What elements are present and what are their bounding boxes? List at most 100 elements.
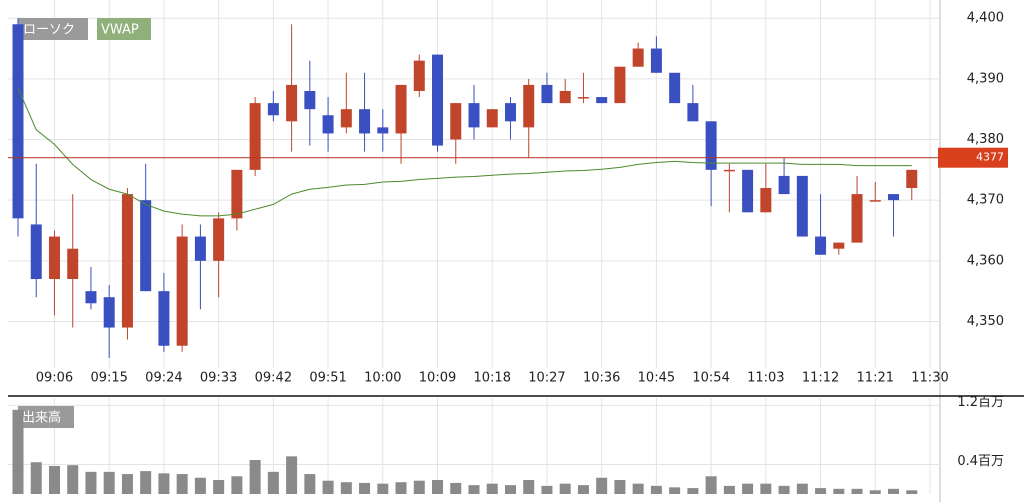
candle-body <box>304 90 316 110</box>
volume-title-box <box>18 406 74 428</box>
volume-title: 出来高 <box>22 410 61 426</box>
candle-body <box>742 169 754 213</box>
y-tick-label: 4,380 <box>967 132 1004 147</box>
x-tick-label: 10:54 <box>692 371 729 386</box>
volume-bar <box>523 479 535 494</box>
candle-body <box>650 48 662 73</box>
volume-bar <box>413 480 425 494</box>
volume-bar <box>286 456 298 494</box>
volume-bar <box>650 485 662 494</box>
legend-label: ローソク <box>23 23 75 38</box>
volume-bar <box>742 483 754 494</box>
volume-bar <box>432 479 444 494</box>
candle-body <box>687 103 699 122</box>
volume-bar <box>596 477 608 494</box>
volume-bar <box>103 471 115 494</box>
candle-body <box>869 200 881 202</box>
candle-body <box>596 97 608 104</box>
candle-body <box>632 48 644 67</box>
volume-bar <box>359 482 371 494</box>
volume-bar <box>121 474 133 494</box>
volume-bar <box>723 485 735 494</box>
volume-bar <box>687 488 699 494</box>
volume-bar <box>888 488 900 494</box>
y-tick-label: 4,360 <box>967 253 1004 268</box>
volume-bar <box>851 488 863 494</box>
x-tick-label: 09:42 <box>255 371 292 386</box>
volume-bar <box>906 490 918 494</box>
last-price-box <box>938 147 1008 168</box>
volume-bar <box>815 488 827 494</box>
volume-bar <box>267 471 279 494</box>
candle-body <box>577 97 589 99</box>
candle-body <box>413 60 425 91</box>
candle-body <box>723 169 735 172</box>
volume-bar <box>796 483 808 494</box>
volume-bar <box>12 409 24 494</box>
candle-body <box>103 297 115 328</box>
candle-body <box>30 224 42 280</box>
y-tick-label: 1.2百万 <box>957 395 1004 410</box>
x-tick-label: 11:30 <box>911 371 948 386</box>
candle-body <box>523 84 535 128</box>
candle-body <box>286 84 298 122</box>
candle-body <box>760 188 772 213</box>
volume-bar <box>158 473 170 494</box>
last-price-label: 4377 <box>976 151 1004 164</box>
volume-bar <box>304 474 316 494</box>
y-tick-label: 4,400 <box>967 11 1004 26</box>
y-tick-label: 4,370 <box>967 193 1004 208</box>
candle-body <box>176 236 188 346</box>
candle-body <box>888 194 900 201</box>
volume-bar <box>869 490 881 494</box>
candle-body <box>468 103 480 128</box>
volume-bar <box>614 479 626 494</box>
candle-body <box>815 236 827 255</box>
vwap-line <box>17 87 912 217</box>
y-tick-label: 4,390 <box>967 71 1004 86</box>
candle-body <box>12 24 24 219</box>
candle-body <box>705 121 717 170</box>
candle-body <box>85 291 97 304</box>
volume-bar <box>213 479 225 494</box>
volume-bar <box>669 487 681 494</box>
x-tick-label: 10:27 <box>528 371 565 386</box>
volume-bar <box>231 476 243 494</box>
volume-bar <box>395 482 407 494</box>
candle-body <box>322 115 334 134</box>
volume-bar <box>486 483 498 494</box>
candle-body <box>377 127 389 134</box>
volume-bar <box>85 471 97 494</box>
volume-bar <box>322 480 334 494</box>
candle-body <box>432 54 444 146</box>
volume-bar <box>705 476 717 494</box>
candle-body <box>450 103 462 140</box>
candle-body <box>796 175 808 237</box>
volume-bar <box>377 483 389 494</box>
volume-bar <box>504 485 516 494</box>
x-tick-label: 10:18 <box>474 371 511 386</box>
x-tick-label: 09:06 <box>36 371 73 386</box>
candle-body <box>231 169 243 219</box>
x-tick-label: 09:51 <box>309 371 346 386</box>
volume-bar <box>30 462 42 494</box>
volume-bar <box>450 482 462 494</box>
candle-body <box>194 236 206 261</box>
candle-body <box>121 194 133 328</box>
candle-body <box>486 109 498 128</box>
volume-bar <box>176 474 188 494</box>
candle-body <box>395 84 407 134</box>
x-tick-label: 09:24 <box>145 371 182 386</box>
volume-bar <box>194 477 206 494</box>
y-tick-label: 0.4百万 <box>957 454 1004 469</box>
legend-label: VWAP <box>101 23 139 38</box>
candle-body <box>851 194 863 243</box>
volume-bar <box>632 483 644 494</box>
candle-body <box>267 103 279 116</box>
candle-body <box>541 84 553 104</box>
legend-box <box>18 18 88 40</box>
volume-bar <box>577 485 589 494</box>
